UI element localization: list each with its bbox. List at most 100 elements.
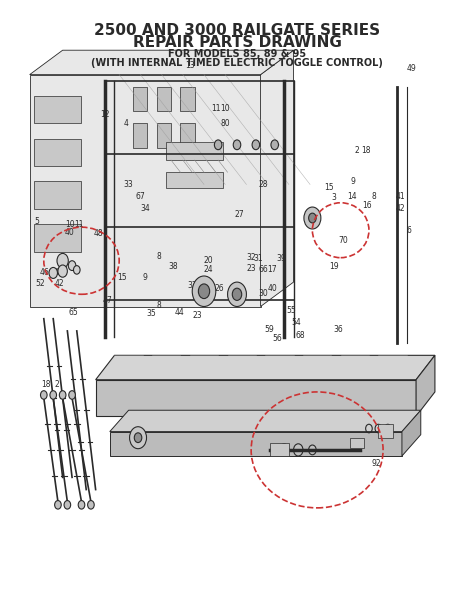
Text: 48: 48 <box>93 229 103 238</box>
Text: 55: 55 <box>286 306 296 314</box>
Bar <box>35 224 82 251</box>
Text: 6: 6 <box>407 226 411 235</box>
Text: 1: 1 <box>123 412 128 421</box>
Circle shape <box>309 213 316 223</box>
Text: 43: 43 <box>54 268 64 278</box>
Bar <box>166 172 223 188</box>
Text: 42: 42 <box>396 204 405 213</box>
Text: 33: 33 <box>124 180 134 189</box>
Text: 59: 59 <box>264 325 274 334</box>
Text: 36: 36 <box>333 325 343 334</box>
Polygon shape <box>110 410 421 432</box>
Text: 35: 35 <box>146 310 156 318</box>
Circle shape <box>57 253 68 268</box>
Text: 3: 3 <box>331 193 336 202</box>
Text: 42: 42 <box>55 280 64 289</box>
Text: 38: 38 <box>169 262 178 272</box>
Bar <box>270 443 289 456</box>
Text: 67: 67 <box>136 192 145 201</box>
Text: 26: 26 <box>214 284 224 292</box>
Text: 70: 70 <box>338 236 348 245</box>
Circle shape <box>309 445 316 455</box>
Text: 20: 20 <box>204 256 214 265</box>
Text: 23: 23 <box>192 311 202 320</box>
Text: 28: 28 <box>258 180 268 189</box>
Text: 2500 AND 3000 RAILGATE SERIES: 2500 AND 3000 RAILGATE SERIES <box>94 23 380 38</box>
Text: 9: 9 <box>143 273 147 282</box>
Bar <box>181 123 195 148</box>
Text: 11: 11 <box>74 219 84 229</box>
Text: 17: 17 <box>267 265 277 275</box>
Text: 11: 11 <box>211 104 220 113</box>
Circle shape <box>49 267 57 278</box>
Polygon shape <box>30 75 261 306</box>
Text: 56: 56 <box>272 333 282 343</box>
Polygon shape <box>416 356 435 416</box>
Bar <box>35 139 82 166</box>
Circle shape <box>198 284 210 299</box>
Text: 40: 40 <box>267 284 277 292</box>
Circle shape <box>68 261 76 270</box>
Text: 46: 46 <box>40 268 50 278</box>
Text: 24: 24 <box>204 265 214 275</box>
Text: 41: 41 <box>396 192 405 201</box>
Circle shape <box>50 390 56 399</box>
Circle shape <box>252 140 260 150</box>
Text: 18: 18 <box>41 380 51 389</box>
Text: 18: 18 <box>361 147 371 155</box>
Text: 16: 16 <box>362 201 372 210</box>
Text: 10: 10 <box>65 219 74 229</box>
Circle shape <box>129 427 146 449</box>
Text: 8: 8 <box>157 252 162 261</box>
Circle shape <box>58 265 67 277</box>
Text: 14: 14 <box>347 192 357 201</box>
Text: 13: 13 <box>185 61 195 70</box>
Text: 39: 39 <box>277 254 287 264</box>
Text: 23: 23 <box>246 264 256 273</box>
Text: 49: 49 <box>407 64 416 73</box>
Text: 8: 8 <box>371 192 376 201</box>
Text: 1: 1 <box>194 286 200 294</box>
Polygon shape <box>30 50 293 75</box>
Circle shape <box>293 444 303 456</box>
Circle shape <box>40 390 47 399</box>
Polygon shape <box>110 432 402 456</box>
Text: 10: 10 <box>220 104 230 113</box>
Text: 54: 54 <box>291 318 301 327</box>
Circle shape <box>192 276 216 306</box>
Bar <box>157 87 171 111</box>
Circle shape <box>64 501 71 509</box>
Text: FOR MODELS 85, 89 & 95: FOR MODELS 85, 89 & 95 <box>168 49 306 59</box>
Text: 9: 9 <box>350 177 355 186</box>
Circle shape <box>279 444 289 456</box>
Text: 37: 37 <box>187 281 197 289</box>
Polygon shape <box>96 379 416 416</box>
Text: 19: 19 <box>329 262 338 272</box>
Text: 4: 4 <box>124 119 129 128</box>
Text: 52: 52 <box>35 280 45 289</box>
Text: 65: 65 <box>68 308 78 317</box>
Text: 2: 2 <box>355 147 359 155</box>
Bar <box>133 123 147 148</box>
Circle shape <box>233 140 241 150</box>
Circle shape <box>69 390 75 399</box>
Bar <box>35 181 82 209</box>
Bar <box>378 424 392 438</box>
Text: 2: 2 <box>55 380 59 389</box>
Text: 44: 44 <box>174 308 184 317</box>
Polygon shape <box>402 410 421 456</box>
Text: (WITH INTERNAL TIMED ELECTRIC TOGGLE CONTROL): (WITH INTERNAL TIMED ELECTRIC TOGGLE CON… <box>91 58 383 67</box>
Text: 32: 32 <box>246 253 256 262</box>
Circle shape <box>214 140 222 150</box>
Circle shape <box>271 140 278 150</box>
Bar <box>157 123 171 148</box>
Circle shape <box>59 390 66 399</box>
Bar <box>181 87 195 111</box>
Text: REPAIR PARTS DRAWING: REPAIR PARTS DRAWING <box>133 35 341 50</box>
Text: 34: 34 <box>140 204 150 213</box>
Polygon shape <box>96 356 435 379</box>
Bar <box>166 142 223 160</box>
Circle shape <box>134 433 142 443</box>
Bar <box>133 87 147 111</box>
Text: 30: 30 <box>258 289 268 297</box>
